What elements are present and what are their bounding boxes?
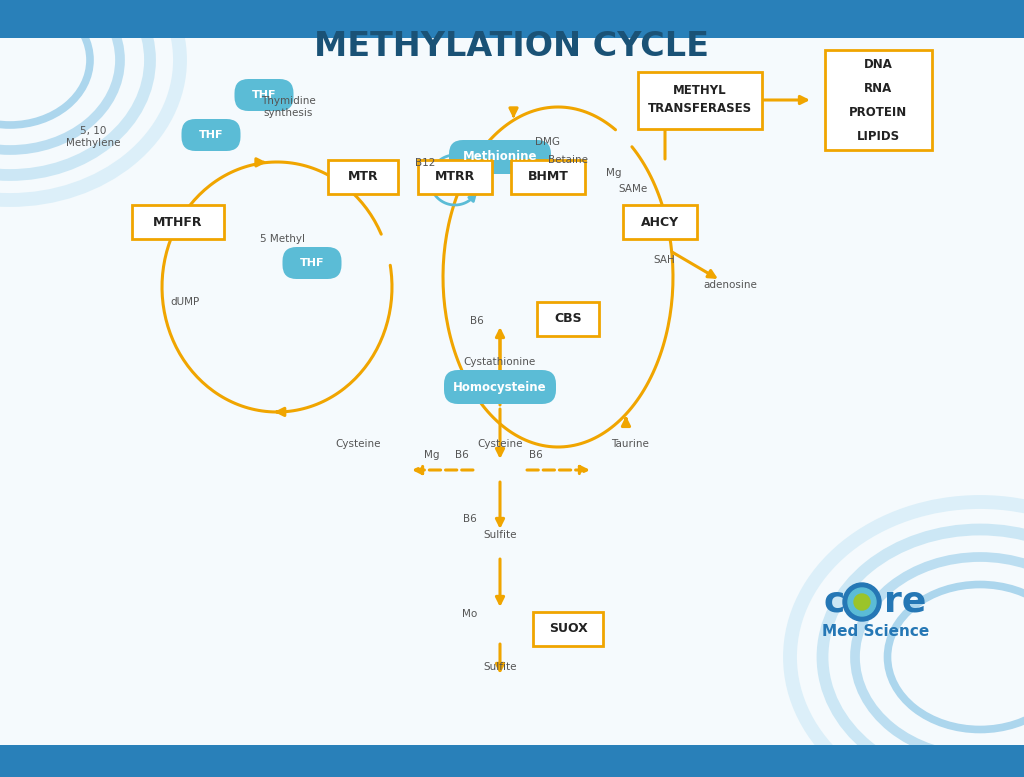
Text: Mg: Mg: [424, 450, 439, 460]
FancyBboxPatch shape: [511, 160, 585, 194]
FancyBboxPatch shape: [132, 205, 224, 239]
FancyBboxPatch shape: [444, 370, 556, 404]
Text: MTR: MTR: [348, 170, 378, 183]
Text: B6: B6: [455, 450, 469, 460]
Text: c: c: [823, 585, 845, 619]
Text: RNA: RNA: [864, 82, 892, 95]
Text: SAH: SAH: [653, 255, 675, 265]
Text: DNA: DNA: [863, 57, 893, 71]
Text: MTRR: MTRR: [435, 170, 475, 183]
Text: TRANSFERASES: TRANSFERASES: [648, 103, 752, 116]
Text: Mo: Mo: [463, 609, 477, 619]
Text: Cysteine: Cysteine: [335, 439, 381, 449]
FancyBboxPatch shape: [328, 160, 398, 194]
Circle shape: [848, 588, 876, 616]
Text: THF: THF: [199, 130, 223, 140]
Bar: [0, 0, 1024, 38]
Text: dUMP: dUMP: [170, 297, 200, 307]
FancyBboxPatch shape: [824, 50, 932, 150]
Text: METHYLATION CYCLE: METHYLATION CYCLE: [314, 30, 710, 64]
Text: THF: THF: [300, 258, 325, 268]
Text: Mg: Mg: [606, 168, 622, 178]
Text: THF: THF: [252, 90, 276, 100]
Text: Cysteine: Cysteine: [477, 439, 522, 449]
Text: SUOX: SUOX: [549, 622, 588, 636]
FancyBboxPatch shape: [623, 205, 697, 239]
FancyBboxPatch shape: [534, 612, 603, 646]
Text: adenosine: adenosine: [703, 280, 757, 290]
Circle shape: [843, 583, 881, 621]
Text: Homocysteine: Homocysteine: [454, 381, 547, 393]
Text: MTHFR: MTHFR: [154, 215, 203, 228]
Text: Sulfite: Sulfite: [483, 662, 517, 672]
Text: BHMT: BHMT: [527, 170, 568, 183]
Text: SAMe: SAMe: [618, 184, 647, 194]
FancyBboxPatch shape: [181, 119, 241, 151]
FancyBboxPatch shape: [283, 247, 341, 279]
FancyBboxPatch shape: [537, 302, 599, 336]
Text: B6: B6: [470, 316, 483, 326]
Text: B6: B6: [529, 450, 543, 460]
Text: Methionine: Methionine: [463, 151, 538, 163]
Text: Sulfite: Sulfite: [483, 530, 517, 540]
Text: CBS: CBS: [554, 312, 582, 326]
Text: LIPIDS: LIPIDS: [856, 130, 899, 142]
Text: Betaine: Betaine: [548, 155, 588, 165]
Text: Thymidine
synthesis: Thymidine synthesis: [261, 96, 315, 118]
Text: PROTEIN: PROTEIN: [849, 106, 907, 119]
Text: Cystathionine: Cystathionine: [464, 357, 537, 367]
FancyBboxPatch shape: [449, 140, 551, 174]
FancyBboxPatch shape: [234, 79, 294, 111]
Bar: [0, 745, 1024, 777]
Text: Med Science: Med Science: [822, 625, 930, 639]
Text: Taurine: Taurine: [611, 439, 649, 449]
Text: AHCY: AHCY: [641, 215, 679, 228]
Text: DMG: DMG: [536, 137, 560, 147]
Text: 5, 10
Methylene: 5, 10 Methylene: [66, 126, 120, 148]
FancyBboxPatch shape: [638, 71, 762, 128]
Text: 5 Methyl: 5 Methyl: [260, 234, 305, 244]
Text: B6: B6: [463, 514, 477, 524]
Text: METHYL: METHYL: [673, 85, 727, 97]
Text: re: re: [884, 585, 927, 619]
Circle shape: [854, 594, 870, 610]
Text: B12: B12: [415, 158, 435, 168]
FancyBboxPatch shape: [418, 160, 492, 194]
